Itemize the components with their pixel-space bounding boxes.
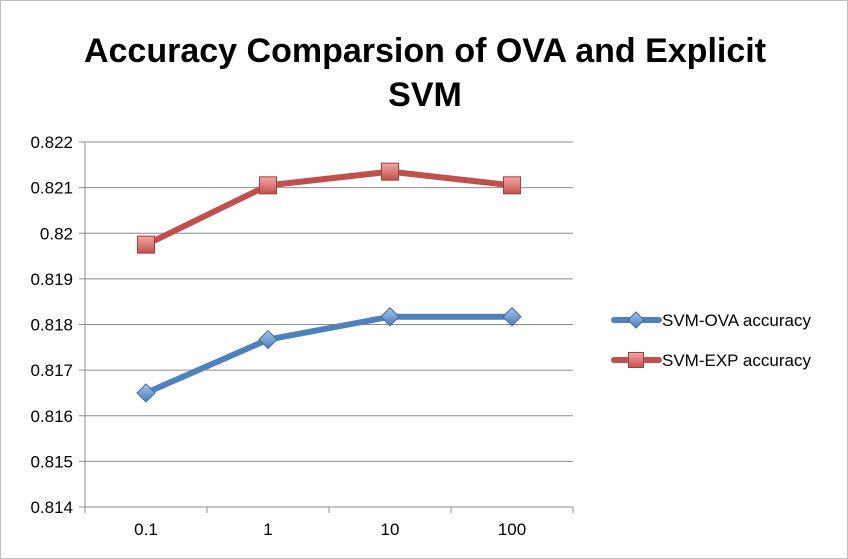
y-tick-label: 0.819: [30, 270, 73, 289]
series-square: [137, 162, 521, 254]
y-tick-label: 0.817: [30, 361, 73, 380]
chart-title: Accuracy Comparsion of OVA and Explicit …: [83, 32, 767, 114]
y-tick-label: 0.822: [30, 133, 73, 152]
y-tick-label: 0.815: [30, 452, 73, 471]
y-tick-label: 0.821: [30, 179, 73, 198]
axes: 0.814 0.815 0.816 0.817 0.818 0.819 0.82 0.821 0…: [30, 133, 574, 539]
x-tick-label: 1: [263, 520, 272, 539]
x-tick-label: 0.1: [134, 520, 158, 539]
legend-label: SVM-EXP accuracy: [662, 351, 811, 370]
data-point: [137, 235, 155, 254]
y-tick-label: 0.814: [30, 498, 73, 517]
data-point: [259, 176, 277, 195]
series-line: [143, 313, 515, 396]
series-line: [143, 168, 515, 248]
legend: SVM-OVA accuracy SVM-EXP accuracy: [611, 311, 811, 370]
legend-marker: [627, 311, 645, 329]
legend-item: SVM-EXP accuracy: [611, 351, 811, 370]
series-group: [136, 162, 522, 403]
legend-item: SVM-OVA accuracy: [611, 311, 811, 330]
x-tick-label: 100: [498, 520, 526, 539]
data-point: [136, 383, 156, 403]
gridlines: [85, 141, 573, 462]
x-tick-label: 10: [381, 520, 400, 539]
data-point: [502, 307, 522, 327]
data-point: [258, 329, 278, 350]
y-tick-label: 0.816: [30, 407, 73, 426]
y-tick-label: 0.82: [40, 224, 73, 243]
legend-label: SVM-OVA accuracy: [662, 311, 811, 330]
legend-marker: [628, 352, 644, 368]
y-tick-label: 0.818: [30, 316, 73, 335]
series-diamond: [136, 307, 522, 403]
data-point: [380, 307, 400, 327]
data-point: [381, 162, 399, 181]
data-point: [503, 176, 521, 195]
